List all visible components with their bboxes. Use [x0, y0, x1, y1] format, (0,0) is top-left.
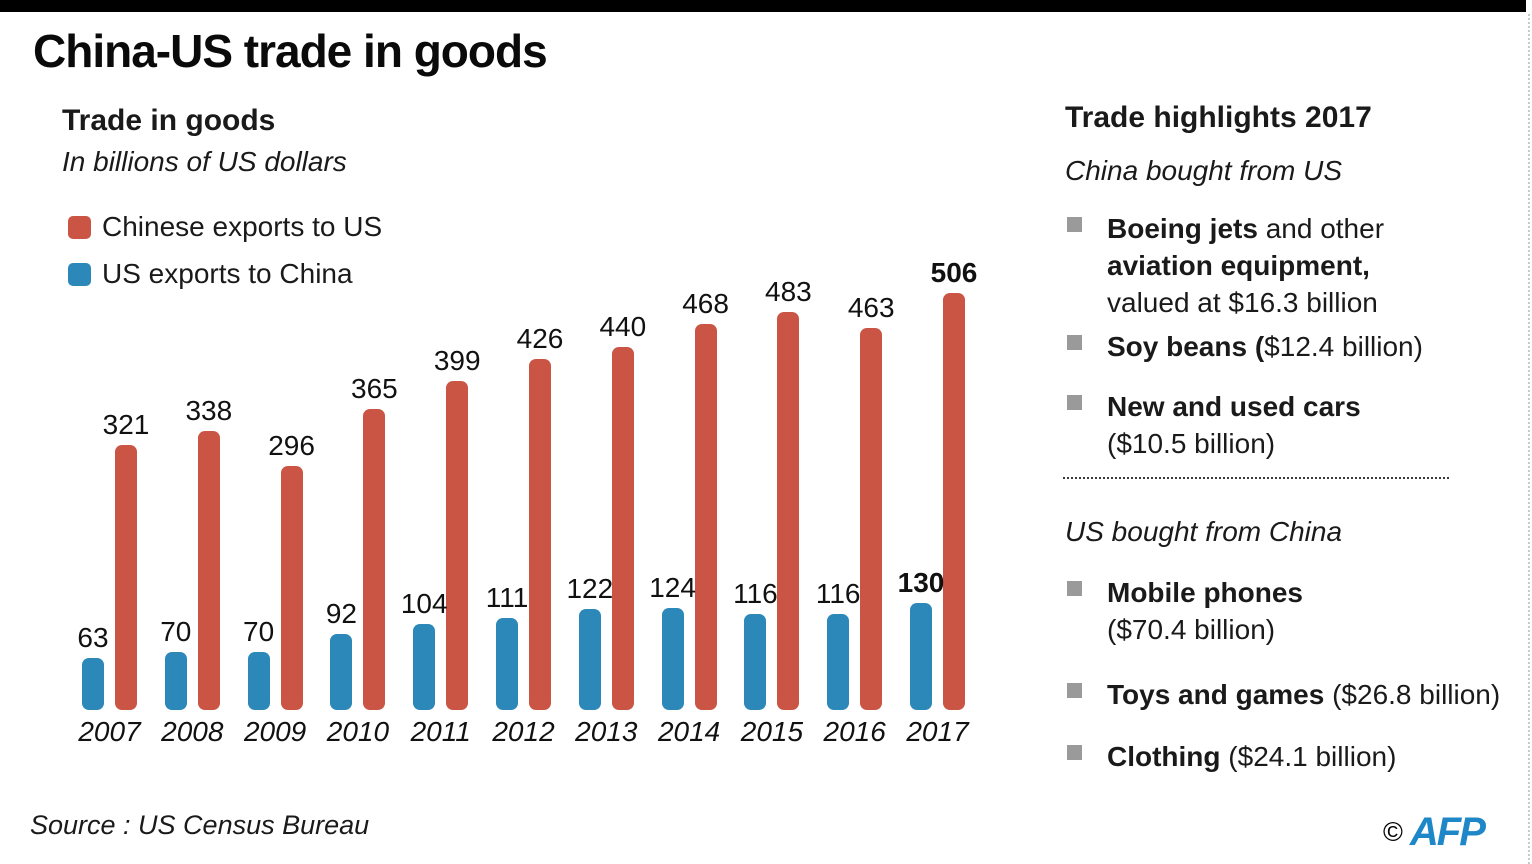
highlight-item: Clothing ($24.1 billion) [1066, 738, 1528, 775]
year-label: 2013 [575, 716, 638, 747]
highlight-item-text: Clothing ($24.1 billion) [1107, 741, 1397, 772]
bar-value-label: 130 [897, 566, 945, 598]
source-note: Source : US Census Bureau [30, 810, 370, 840]
bar-us-exports [910, 602, 932, 710]
bar-us-exports [247, 652, 270, 710]
highlights-section-heading: China bought from US [1065, 155, 1343, 186]
highlight-item: Boeing jets and other aviation equipment,… [1066, 210, 1528, 321]
highlights-title: Trade highlights 2017 [1065, 101, 1372, 134]
year-label: 2015 [740, 716, 804, 747]
highlights-divider [1063, 477, 1449, 479]
afp-logo-text: AFP [1409, 810, 1486, 854]
chart-title: Trade in goods [62, 104, 276, 137]
year-label: 2017 [906, 716, 969, 747]
legend-item-label: US exports to China [102, 258, 353, 289]
bar-value-label: 116 [733, 578, 778, 610]
top-black-bar [0, 0, 1526, 12]
highlight-item-text: Soy beans ($12.4 billion) [1107, 331, 1423, 362]
bullet-square-icon [1067, 217, 1082, 232]
highlight-item: New and used cars ($10.5 billion) [1066, 388, 1528, 462]
legend-item: Chinese exports to US [68, 211, 382, 243]
bullet-square-icon [1067, 745, 1082, 760]
bar-value-label: 296 [268, 429, 315, 461]
right-edge-dotted-border [1528, 14, 1530, 864]
highlight-item: Mobile phones ($70.4 billion) [1066, 574, 1528, 648]
bar-us-exports [496, 618, 518, 710]
bar-value-label: 124 [649, 571, 696, 603]
year-label: 2011 [410, 716, 471, 747]
bar-us-exports [827, 614, 850, 710]
bar-chinese-exports [280, 465, 303, 710]
bar-value-label: 70 [160, 616, 192, 648]
bar-chinese-exports [363, 408, 386, 710]
chart: 63 321 2007 70 338 2008 70 296 2009 92 365 2010 104 3… [77, 256, 978, 747]
bar-chinese-exports [943, 292, 965, 710]
bar-value-label: 63 [77, 622, 109, 654]
bar-value-label: 92 [325, 598, 357, 630]
bar-value-label: 365 [351, 372, 398, 404]
chart-legend: Chinese exports to US US exports to China [68, 211, 382, 305]
bar-value-label: 426 [516, 322, 564, 354]
highlight-item: Soy beans ($12.4 billion) [1066, 328, 1528, 365]
bullet-square-icon [1067, 581, 1082, 596]
year-label: 2016 [823, 716, 886, 747]
bar-us-exports [744, 614, 767, 710]
bar-value-label: 116 [815, 578, 861, 610]
year-label: 2012 [492, 716, 555, 747]
bar-us-exports [330, 634, 353, 710]
bar-chinese-exports [777, 311, 800, 710]
bar-value-label: 399 [433, 344, 481, 376]
bar-value-label: 440 [599, 311, 647, 342]
bar-chinese-exports [446, 380, 469, 710]
year-label: 2007 [78, 716, 141, 747]
bar-value-label: 338 [185, 395, 233, 427]
legend-item-label: Chinese exports to US [102, 211, 383, 242]
bar-value-label: 321 [102, 409, 150, 441]
bar-value-label: 104 [400, 588, 448, 620]
bar-chinese-exports [694, 323, 717, 710]
bar-value-label: 463 [847, 292, 895, 324]
bar-us-exports [413, 624, 436, 710]
page-title: China-US trade in goods [33, 25, 548, 77]
bar-chinese-exports [197, 431, 220, 710]
chart-subtitle: In billions of US dollars [62, 146, 347, 177]
highlight-item-text: Boeing jets and other aviation equipment,… [1107, 213, 1385, 318]
bar-chinese-exports [529, 358, 551, 710]
highlight-item-text: Toys and games ($26.8 billion) [1107, 679, 1501, 710]
highlight-item-text: New and used cars ($10.5 billion) [1107, 391, 1361, 459]
bar-value-label: 122 [566, 573, 614, 605]
year-label: 2008 [161, 716, 224, 747]
highlights-section-heading: US bought from China [1065, 516, 1343, 547]
year-label: 2014 [657, 716, 721, 747]
bar-us-exports [164, 652, 187, 710]
bullet-square-icon [1067, 395, 1082, 410]
legend-swatch-blue-icon [68, 262, 91, 286]
copyright-icon: © [1383, 817, 1403, 847]
bar-chinese-exports [115, 445, 137, 710]
bar-chinese-exports [611, 347, 634, 710]
bar-value-label: 468 [682, 287, 729, 319]
bar-value-label: 70 [243, 616, 275, 648]
bullet-square-icon [1067, 683, 1082, 698]
bullet-square-icon [1067, 335, 1082, 350]
highlight-item: Toys and games ($26.8 billion) [1066, 676, 1528, 713]
bar-value-label: 111 [485, 582, 529, 614]
bar-value-label: 483 [765, 275, 812, 307]
bar-chinese-exports [860, 328, 883, 710]
year-label: 2009 [243, 716, 307, 747]
year-label: 2010 [326, 716, 390, 747]
legend-item: US exports to China [68, 258, 382, 290]
bar-us-exports [578, 609, 601, 710]
bar-us-exports [661, 607, 684, 710]
bar-value-label: 506 [930, 256, 978, 288]
afp-logo: © AFP [1383, 810, 1486, 854]
bar-us-exports [82, 658, 104, 710]
legend-swatch-red-icon [68, 215, 91, 239]
highlight-item-text: Mobile phones ($70.4 billion) [1107, 577, 1303, 645]
